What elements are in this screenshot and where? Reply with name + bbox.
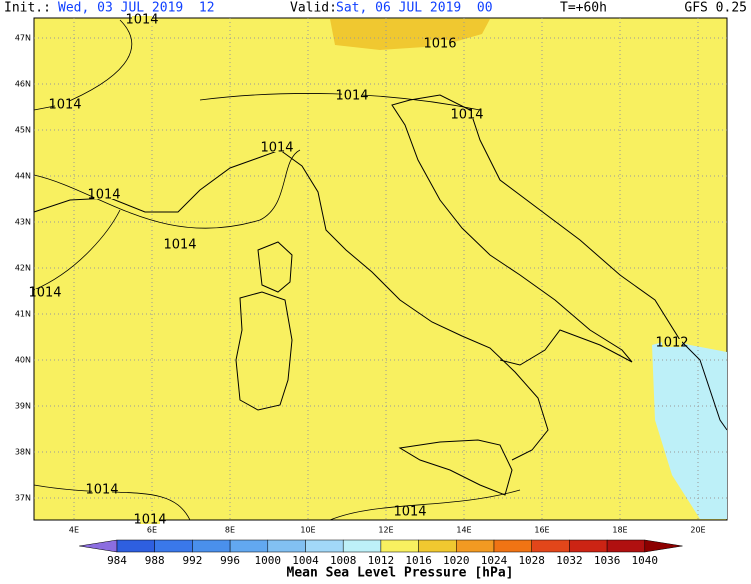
isobar-label-bg	[400, 508, 420, 516]
model: GFS 0.25	[684, 1, 747, 16]
lat-label: 40N	[15, 356, 31, 365]
lead-time: T=+60h	[560, 1, 607, 16]
isobar-label: 1014	[85, 483, 118, 498]
lat-label: 43N	[15, 218, 31, 227]
colorbar-segment	[192, 539, 231, 553]
lon-label: 10E	[300, 526, 315, 535]
colorbar-tick-label: 1024	[481, 554, 508, 567]
lat-label: 37N	[15, 494, 31, 503]
colorbar-tick-label: 1036	[594, 554, 621, 567]
colorbar-segment	[531, 539, 570, 553]
lon-label: 18E	[612, 526, 627, 535]
colorbar-segment	[342, 539, 382, 553]
map-frame	[33, 17, 728, 521]
isobar-label-bg	[457, 111, 477, 119]
lat-label: 46N	[15, 80, 31, 89]
colorbar-end	[79, 539, 118, 553]
colorbar-tick-label: 996	[220, 554, 240, 567]
isobar-label-bg	[92, 486, 112, 494]
isobar-label: 1014	[125, 13, 158, 28]
colorbar-tick-label: 1040	[632, 554, 659, 567]
isobar-label-bg	[342, 92, 362, 100]
isobar-label-bg	[267, 144, 287, 152]
colorbar-segment	[493, 539, 532, 553]
coastlines	[33, 94, 728, 496]
lat-label: 45N	[15, 126, 31, 135]
colorbar-tick-label: 988	[145, 554, 165, 567]
lat-label: 41N	[15, 310, 31, 319]
lon-label: 20E	[690, 526, 705, 535]
colorbar-tick-label: 1032	[556, 554, 583, 567]
isobar-labels: 1014 1016 1014 1014 1014 1014 1014 1014 1014 1012…	[28, 13, 688, 528]
isobar-label: 1016	[423, 37, 456, 52]
colorbar-segment	[229, 539, 269, 553]
isobar-label: 1014	[163, 238, 196, 253]
colorbar-segment	[418, 539, 457, 553]
lat-label: 38N	[15, 448, 31, 457]
lon-label: 8E	[225, 526, 235, 535]
init-time: Wed, 03 JUL 2019 12	[58, 1, 215, 16]
isobar-label: 1014	[133, 513, 166, 528]
isobar-label-bg	[662, 339, 682, 347]
isobar-label: 1014	[28, 286, 61, 301]
lat-label: 42N	[15, 264, 31, 273]
colorbar-segment	[154, 539, 193, 553]
isobar-label-bg	[35, 289, 55, 297]
lat-label: 44N	[15, 172, 31, 181]
lon-label: 14E	[456, 526, 471, 535]
isobar-label: 1014	[393, 505, 426, 520]
colorbar-segment	[267, 539, 306, 553]
valid-label: Valid:	[290, 1, 337, 16]
colorbar-tick-label: 1000	[255, 554, 282, 567]
lat-label: 47N	[15, 34, 31, 43]
valid-time: Sat, 06 JUL 2019 00	[336, 1, 493, 16]
isobar-label-bg	[430, 40, 450, 48]
lon-label: 4E	[69, 526, 79, 535]
colorbar-segment	[380, 539, 419, 553]
isobar-label: 1014	[335, 89, 368, 104]
isobars	[33, 19, 521, 521]
isobar-label: 1012	[655, 336, 688, 351]
isobar-label-bg	[55, 101, 75, 109]
colorbar-segment	[606, 539, 646, 553]
colorbar-tick-label: 992	[182, 554, 202, 567]
colorbar-tick-label: 1028	[518, 554, 545, 567]
colorbar-segment	[569, 539, 608, 553]
lat-label: 39N	[15, 402, 31, 411]
colorbar-segment	[116, 539, 155, 553]
colorbar-tick-label: 984	[107, 554, 127, 567]
colorbar-tick-label: 1004	[292, 554, 319, 567]
colorbar-segment	[305, 539, 344, 553]
init-label: Init.:	[4, 1, 51, 16]
isobar-label: 1014	[450, 108, 483, 123]
colorbar-end	[644, 539, 683, 553]
colorbar-tick-label: 1008	[330, 554, 357, 567]
isobar-label-bg	[132, 16, 152, 24]
colorbar-title: Mean Sea Level Pressure [hPa]	[287, 566, 514, 581]
colorbar-tick-label: 1020	[443, 554, 470, 567]
isobar-label: 1014	[260, 141, 293, 156]
isobar-label: 1014	[87, 188, 120, 203]
colorbar-tick-label: 1016	[405, 554, 432, 567]
isobar-label-bg	[170, 241, 190, 249]
colorbar-segment	[456, 539, 495, 553]
lon-label: 16E	[534, 526, 549, 535]
lon-label: 12E	[378, 526, 393, 535]
isobar-label: 1014	[48, 98, 81, 113]
colorbar-tick-label: 1012	[368, 554, 395, 567]
colorbar: 984 988 992 996 1000 1004 1008 1012 1016 1020 1024…	[79, 539, 683, 567]
lon-label: 6E	[147, 526, 157, 535]
isobar-label-bg	[94, 191, 114, 199]
isobar-label-bg	[140, 516, 160, 524]
